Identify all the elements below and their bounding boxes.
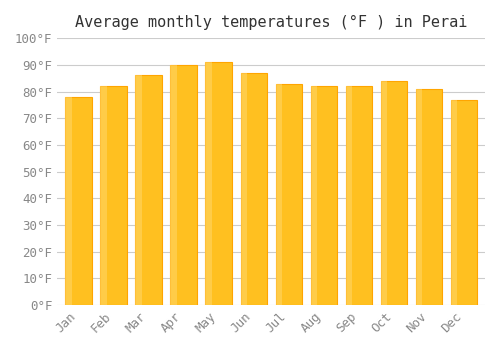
Bar [451, 99, 477, 305]
Bar [240, 73, 267, 305]
Bar [206, 62, 232, 305]
Bar [276, 84, 302, 305]
FancyBboxPatch shape [136, 76, 142, 305]
Title: Average monthly temperatures (°F ) in Perai: Average monthly temperatures (°F ) in Pe… [75, 15, 468, 30]
Bar [65, 97, 92, 305]
Bar [170, 65, 196, 305]
Bar [346, 86, 372, 305]
FancyBboxPatch shape [206, 62, 212, 305]
FancyBboxPatch shape [240, 73, 247, 305]
Bar [416, 89, 442, 305]
FancyBboxPatch shape [346, 86, 352, 305]
FancyBboxPatch shape [380, 81, 388, 305]
FancyBboxPatch shape [276, 84, 282, 305]
FancyBboxPatch shape [65, 97, 72, 305]
Bar [380, 81, 407, 305]
FancyBboxPatch shape [451, 99, 458, 305]
FancyBboxPatch shape [100, 86, 107, 305]
FancyBboxPatch shape [310, 86, 317, 305]
FancyBboxPatch shape [170, 65, 177, 305]
Bar [310, 86, 337, 305]
Bar [136, 76, 162, 305]
FancyBboxPatch shape [416, 89, 422, 305]
Bar [100, 86, 126, 305]
